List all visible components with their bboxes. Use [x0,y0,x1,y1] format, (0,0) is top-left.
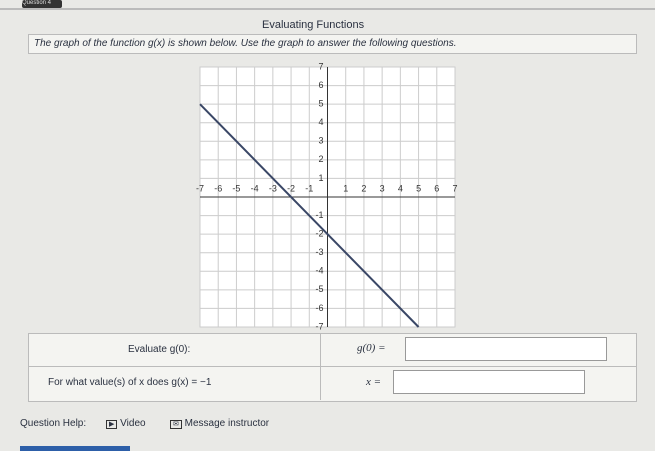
prompt: Evaluate g(0): [128,344,191,355]
video-link[interactable]: ▶ Video [106,418,146,429]
graph: ⚲ -7-6-5-4-3-2-11234567-7-6-5-4-3-2-1123… [196,61,458,331]
answer-label: g(0) = [357,342,386,354]
x-tick-label: -6 [214,183,222,193]
answer-input[interactable] [405,337,607,361]
x-tick-label: -3 [269,183,277,193]
col-divider [320,333,321,400]
divider [0,8,655,10]
x-tick-label: 1 [343,183,348,193]
instructions: The graph of the function g(x) is shown … [34,38,457,49]
x-tick-label: -2 [287,183,295,193]
x-tick-label: 4 [398,183,403,193]
video-text: Video [120,418,146,429]
message-link[interactable]: ✉ Message instructor [170,418,269,429]
y-tick-label: -5 [315,284,323,294]
instruction-bar [28,34,637,54]
x-tick-label: -5 [232,183,240,193]
y-tick-label: 4 [318,117,323,127]
function-line [199,103,420,328]
x-tick-label: 7 [452,183,457,193]
y-tick-label: 1 [318,173,323,183]
y-tick-label: -1 [315,210,323,220]
y-tick-label: 2 [318,154,323,164]
y-tick-label: 7 [318,61,323,71]
x-tick-label: 3 [380,183,385,193]
x-tick-label: 6 [434,183,439,193]
y-tick-label: -2 [315,229,323,239]
question-tab[interactable]: Question 4 [22,0,62,8]
x-tick-label: -1 [305,183,313,193]
title: Evaluating Functions [262,19,365,31]
y-tick-label: 5 [318,99,323,109]
x-tick-label: 2 [361,183,366,193]
progress [20,446,130,451]
y-tick-label: -3 [315,247,323,257]
x-tick-label: -7 [196,183,204,193]
x-tick-label: -4 [251,183,259,193]
prompt: For what value(s) of x does g(x) = −1 [48,377,212,388]
help-label: Question Help: [20,418,87,429]
y-tick-label: -4 [315,266,323,276]
y-tick-label: 6 [318,80,323,90]
answer-input[interactable] [393,370,585,394]
y-tick-label: 3 [318,136,323,146]
y-tick-label: -7 [315,321,323,331]
y-tick-label: -6 [315,303,323,313]
answer-label: x = [366,376,382,388]
message-text: Message instructor [184,418,270,429]
x-tick-label: 5 [416,183,421,193]
